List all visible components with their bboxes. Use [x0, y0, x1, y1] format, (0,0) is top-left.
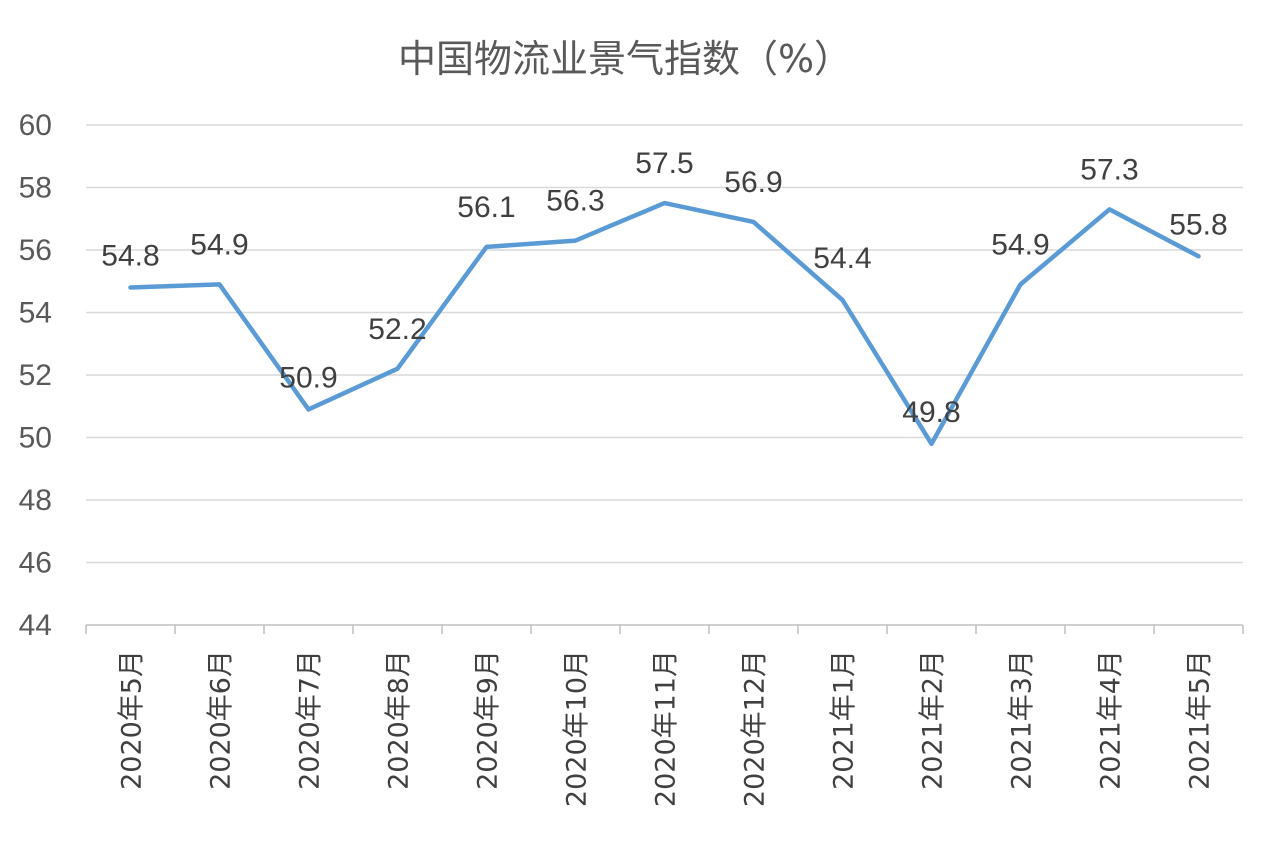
data-label: 56.1 — [457, 191, 515, 224]
x-tick-label: 2021年4月 — [1096, 650, 1127, 790]
gridlines — [86, 124, 1243, 564]
data-label: 55.8 — [1169, 208, 1227, 241]
x-tick-label: 2020年11月 — [651, 650, 682, 807]
series-line — [128, 200, 1201, 447]
data-labels: 54.8 54.9 50.9 52.2 56.1 56.3 57.5 56.9 54.4 49.8… — [101, 147, 1227, 429]
x-tick-label: 2020年9月 — [473, 650, 504, 790]
x-tick-label: 2020年10月 — [562, 650, 593, 807]
y-tick-label: 50 — [19, 422, 52, 455]
x-tick-label: 2020年12月 — [740, 650, 771, 807]
y-tick-label: 54 — [19, 297, 52, 330]
x-tick-label: 2020年5月 — [117, 650, 148, 790]
data-label: 57.5 — [635, 147, 693, 180]
y-tick-label: 46 — [19, 547, 52, 580]
y-axis-ticks: 44 46 48 50 52 54 56 58 60 — [19, 109, 52, 642]
x-tick-label: 2021年2月 — [918, 650, 949, 790]
series-group — [128, 200, 1201, 447]
data-label: 50.9 — [279, 361, 337, 394]
data-label: 49.8 — [902, 396, 960, 429]
x-tick-label: 2021年3月 — [1007, 650, 1038, 790]
y-tick-label: 48 — [19, 484, 52, 517]
y-tick-label: 56 — [19, 234, 52, 267]
data-label: 54.4 — [813, 242, 871, 275]
data-label: 54.9 — [190, 228, 248, 261]
data-label: 57.3 — [1080, 153, 1138, 186]
x-tick-label: 2020年6月 — [206, 650, 237, 790]
x-tick-label: 2020年7月 — [295, 650, 326, 790]
data-label: 56.9 — [724, 166, 782, 199]
chart-title: 中国物流业景气指数（%） — [398, 37, 852, 81]
x-tick-label: 2020年8月 — [384, 650, 415, 790]
y-tick-label: 60 — [19, 109, 52, 142]
x-axis: 2020年5月 2020年6月 2020年7月 2020年8月 2020年9月 2020年… — [85, 624, 1244, 807]
data-label: 56.3 — [546, 185, 604, 218]
y-tick-label: 58 — [19, 172, 52, 205]
y-tick-label: 52 — [19, 359, 52, 392]
x-tick-label: 2021年1月 — [829, 650, 860, 790]
x-tick-label: 2021年5月 — [1185, 650, 1216, 790]
data-label: 54.9 — [991, 228, 1049, 261]
y-tick-label: 44 — [19, 609, 52, 642]
data-label: 54.8 — [101, 240, 159, 273]
data-label: 52.2 — [368, 313, 426, 346]
